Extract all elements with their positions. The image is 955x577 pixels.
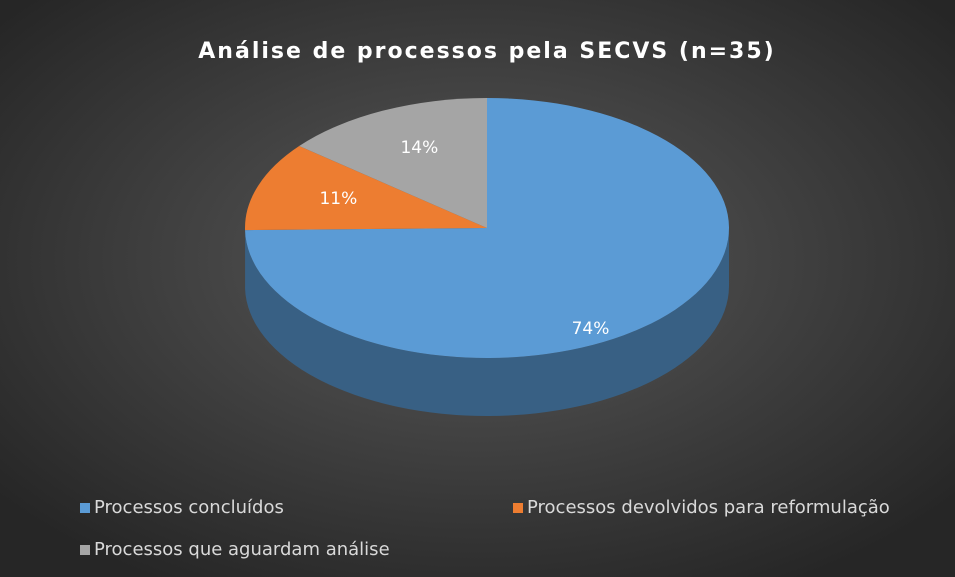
legend-swatch — [80, 545, 90, 555]
legend-label: Processos concluídos — [94, 497, 284, 518]
legend-label: Processos devolvidos para reformulação — [527, 497, 890, 518]
chart-title: Análise de processos pela SECVS (n=35) — [198, 39, 775, 64]
legend-label: Processos que aguardam análise — [94, 539, 390, 560]
legend-swatch — [80, 503, 90, 513]
data-label: 74% — [572, 319, 610, 339]
slice — [299, 98, 487, 228]
slice — [245, 146, 487, 231]
slice-side — [245, 228, 729, 416]
legend-swatch — [513, 503, 523, 513]
data-label: 14% — [400, 138, 438, 158]
data-label: 11% — [319, 189, 357, 209]
slice — [245, 98, 729, 358]
